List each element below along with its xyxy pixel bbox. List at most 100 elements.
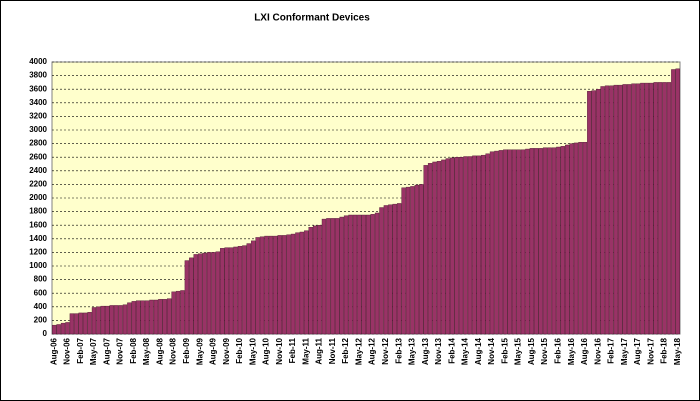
bar [251,240,256,335]
x-tick-label: Aug-09 [209,337,218,365]
bar [631,83,636,335]
bar [118,305,123,335]
bar [666,82,672,335]
y-tick-label: 1000 [29,261,47,270]
x-tick-label: Aug-08 [155,337,164,365]
bar [538,148,543,335]
x-tick-label: Feb-12 [341,337,350,363]
bar [578,142,583,335]
x-tick-label: Feb-09 [182,337,191,363]
x-tick-label: Nov-10 [275,337,284,364]
bar [74,313,79,335]
y-tick-label: 4000 [29,57,47,66]
x-tick-label: May-13 [408,337,417,365]
bar [671,69,676,335]
bar [401,187,406,335]
bar [675,68,680,335]
y-tick-label: 3800 [29,71,47,80]
bar [113,305,119,335]
bar [657,82,663,335]
bar [644,82,650,335]
x-tick-label: Nov-17 [646,337,655,364]
y-tick-label: 1800 [29,207,47,216]
bar [87,312,92,335]
bar [396,203,402,335]
x-tick-label: Aug-17 [633,337,642,365]
bar [259,236,265,335]
y-tick-label: 2800 [29,139,47,148]
y-tick-label: 800 [34,275,48,284]
bar [136,300,141,335]
bar [556,146,561,335]
bar [392,203,397,335]
bar [202,252,207,335]
x-tick-label: Feb-13 [394,337,403,363]
bar [454,156,459,335]
bar [494,150,499,335]
bar [361,214,366,335]
bar [149,299,154,335]
bar [277,235,282,335]
y-tick-label: 1400 [29,234,47,243]
bar [423,165,428,335]
bar [618,84,623,335]
bar [366,214,371,335]
bar [476,155,481,335]
bar [573,142,579,335]
bar [525,148,530,335]
x-tick-label: Nov-09 [222,337,231,364]
bar [414,184,420,335]
bar [458,156,464,335]
bar [237,246,243,335]
y-tick-label: 3600 [29,84,47,93]
bar [653,82,658,335]
bar [383,205,389,335]
bar [242,245,247,335]
bar [472,155,477,335]
bar [206,252,212,335]
bar [184,260,190,335]
bar [591,90,596,335]
bar [189,257,194,335]
bar [410,186,415,335]
x-tick-label: Feb-07 [76,337,85,363]
x-tick-label: May-17 [620,337,629,365]
x-tick-label: Aug-13 [421,337,430,365]
x-tick-label: Nov-16 [593,337,602,364]
bar [542,147,548,335]
bar [489,151,495,335]
bar [69,313,75,335]
bar [348,214,353,335]
bar [140,300,145,335]
x-tick-label: Nov-14 [487,337,496,364]
bar [91,307,97,335]
y-tick-label: 1600 [29,220,47,229]
bar [467,156,473,335]
x-tick-label: Feb-18 [660,337,669,363]
x-tick-label: Aug-12 [368,337,377,365]
bar [268,235,274,335]
bar [352,214,358,335]
bar [635,83,641,335]
x-tick-label: Feb-11 [288,337,297,363]
bar [273,235,278,335]
bar [445,158,451,335]
bar [357,214,362,335]
bar [436,161,442,335]
bar [343,215,349,335]
x-tick-label: Aug-06 [49,337,58,365]
bar [162,299,167,335]
bar [503,149,508,335]
bar [220,248,225,335]
bar [211,252,216,335]
bar [78,312,83,335]
bar [450,157,455,335]
bar [317,224,322,335]
bar [551,147,557,335]
bar [604,85,610,335]
y-tick-label: 3200 [29,112,47,121]
bar [335,218,340,335]
x-tick-label: May-07 [89,337,98,365]
x-tick-label: Feb-08 [129,337,138,363]
bar [485,153,490,335]
